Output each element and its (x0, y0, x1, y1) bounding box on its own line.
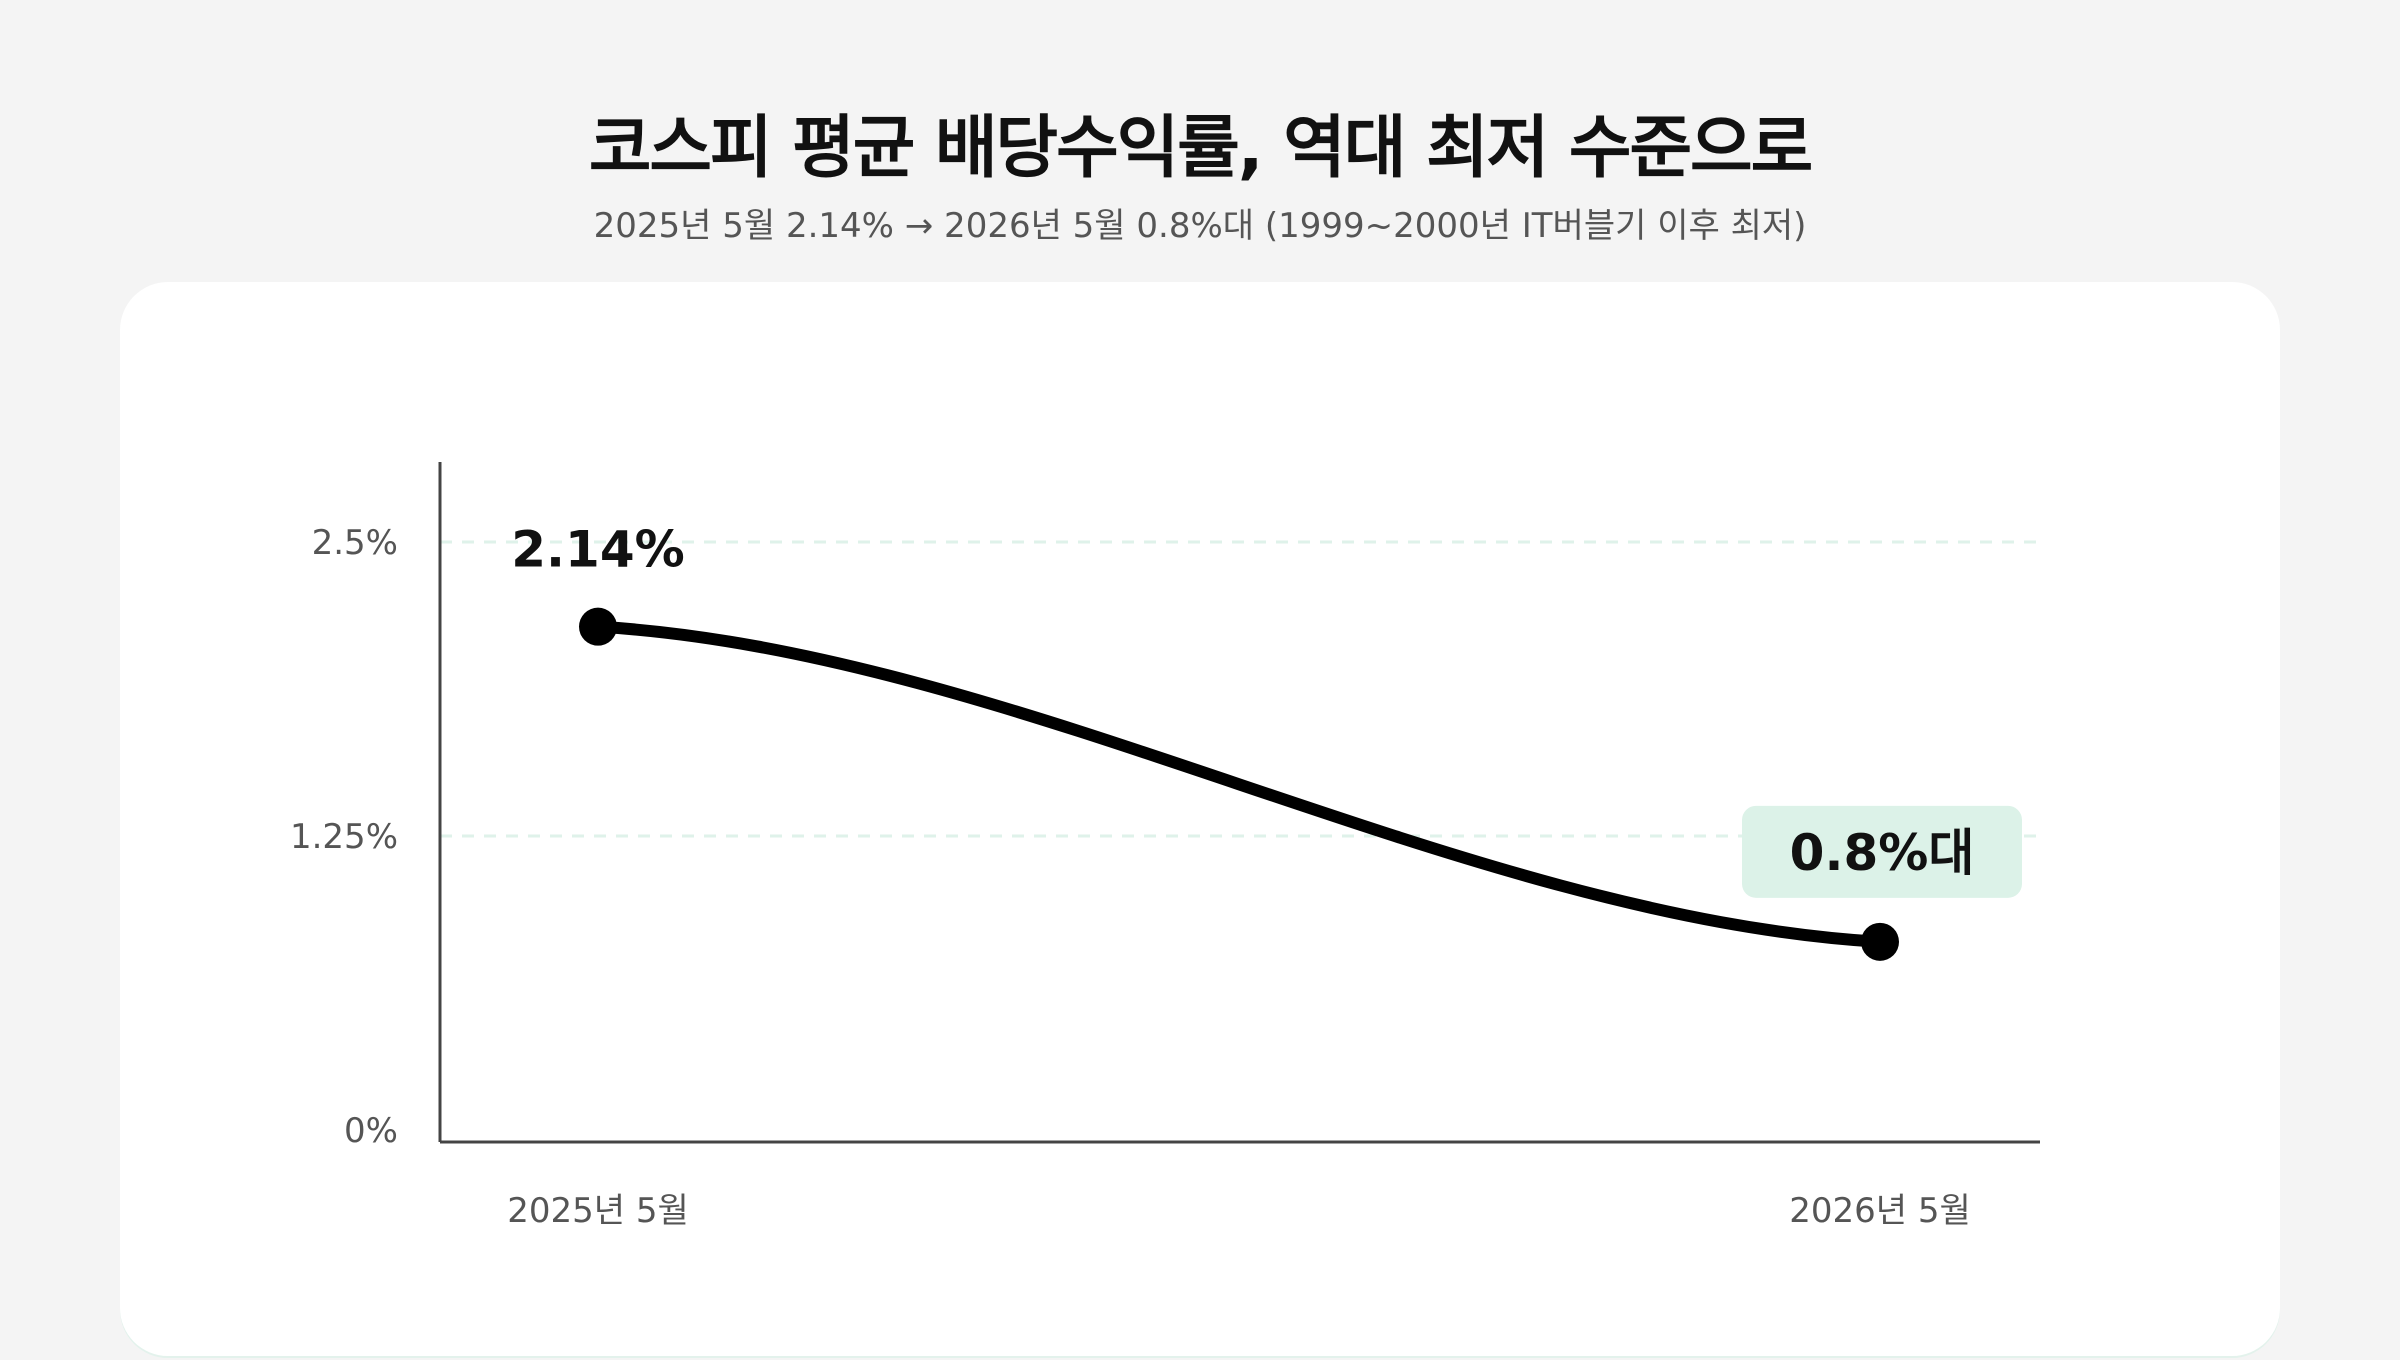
data-label: 2.14% (511, 521, 684, 579)
data-label: 0.8%대 (1790, 824, 1975, 882)
series-line (592, 620, 1886, 948)
grid-layer (440, 540, 2040, 838)
data-point (579, 607, 617, 646)
y-tick-label: 1.25% (290, 817, 398, 857)
label-layer: 2.14% 0.8%대 (511, 521, 2022, 898)
tick-layer: 0% 1.25% 2.5% 2025년 5월 2026년 5월 (290, 523, 1971, 1231)
y-tick-label: 0% (344, 1111, 398, 1151)
x-tick-label: 2025년 5월 (507, 1191, 689, 1231)
axis-layer (438, 462, 2040, 1144)
data-point (1861, 922, 1899, 961)
series-layer (579, 607, 1899, 961)
x-tick-label: 2026년 5월 (1789, 1191, 1971, 1231)
chart-title: 코스피 평균 배당수익률, 역대 최저 수준으로 (588, 109, 1813, 188)
y-tick-label: 2.5% (312, 523, 398, 563)
highlight-badge (1742, 805, 2022, 898)
chart-subtitle: 2025년 5월 2.14% → 2026년 5월 0.8%대 (1999~20… (593, 206, 1807, 246)
